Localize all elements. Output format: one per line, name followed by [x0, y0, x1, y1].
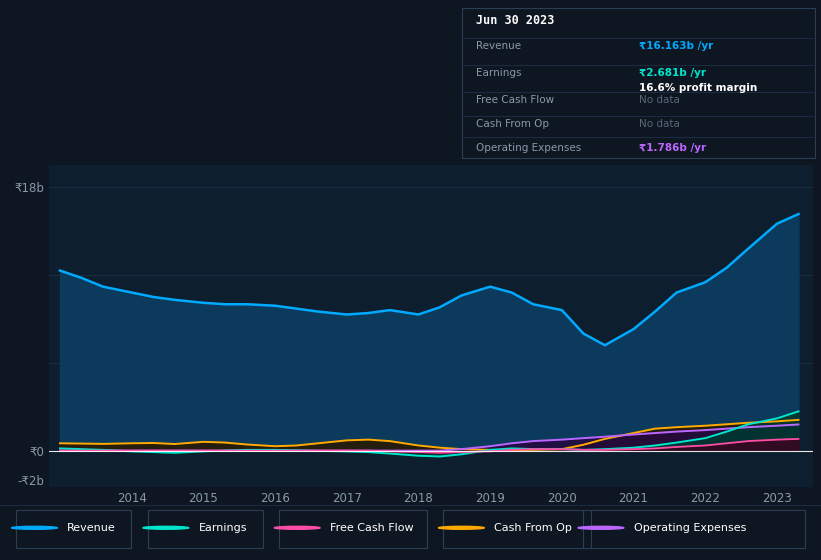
Text: Jun 30 2023: Jun 30 2023: [476, 14, 555, 27]
Text: Earnings: Earnings: [476, 68, 522, 78]
Bar: [583, 510, 805, 548]
Text: Free Cash Flow: Free Cash Flow: [476, 95, 554, 105]
Text: Earnings: Earnings: [199, 523, 247, 533]
Text: Operating Expenses: Operating Expenses: [634, 523, 746, 533]
Text: Free Cash Flow: Free Cash Flow: [330, 523, 414, 533]
Circle shape: [578, 526, 624, 529]
Text: 16.6% profit margin: 16.6% profit margin: [639, 83, 757, 93]
Text: Revenue: Revenue: [67, 523, 116, 533]
Text: ₹16.163b /yr: ₹16.163b /yr: [639, 41, 713, 51]
Bar: [279, 510, 427, 548]
Text: Revenue: Revenue: [476, 41, 521, 51]
Text: Cash From Op: Cash From Op: [494, 523, 572, 533]
Text: Cash From Op: Cash From Op: [476, 119, 549, 129]
Text: No data: No data: [639, 119, 680, 129]
Circle shape: [438, 526, 484, 529]
Bar: [16, 510, 131, 548]
Text: ₹2.681b /yr: ₹2.681b /yr: [639, 68, 706, 78]
Bar: [443, 510, 591, 548]
Circle shape: [143, 526, 189, 529]
Circle shape: [11, 526, 57, 529]
Text: ₹1.786b /yr: ₹1.786b /yr: [639, 143, 706, 153]
Text: No data: No data: [639, 95, 680, 105]
Text: Operating Expenses: Operating Expenses: [476, 143, 581, 153]
Bar: [148, 510, 263, 548]
Circle shape: [274, 526, 320, 529]
